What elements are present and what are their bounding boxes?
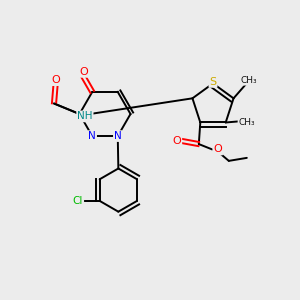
Text: CH₃: CH₃: [240, 76, 257, 85]
Text: CH₃: CH₃: [238, 118, 255, 127]
Text: NH: NH: [77, 111, 93, 122]
Text: O: O: [79, 67, 88, 77]
Text: O: O: [51, 75, 60, 85]
Text: S: S: [209, 77, 217, 87]
Text: O: O: [172, 136, 181, 146]
Text: O: O: [213, 145, 222, 154]
Text: N: N: [88, 131, 96, 141]
Text: Cl: Cl: [73, 196, 83, 206]
Text: N: N: [114, 131, 122, 141]
